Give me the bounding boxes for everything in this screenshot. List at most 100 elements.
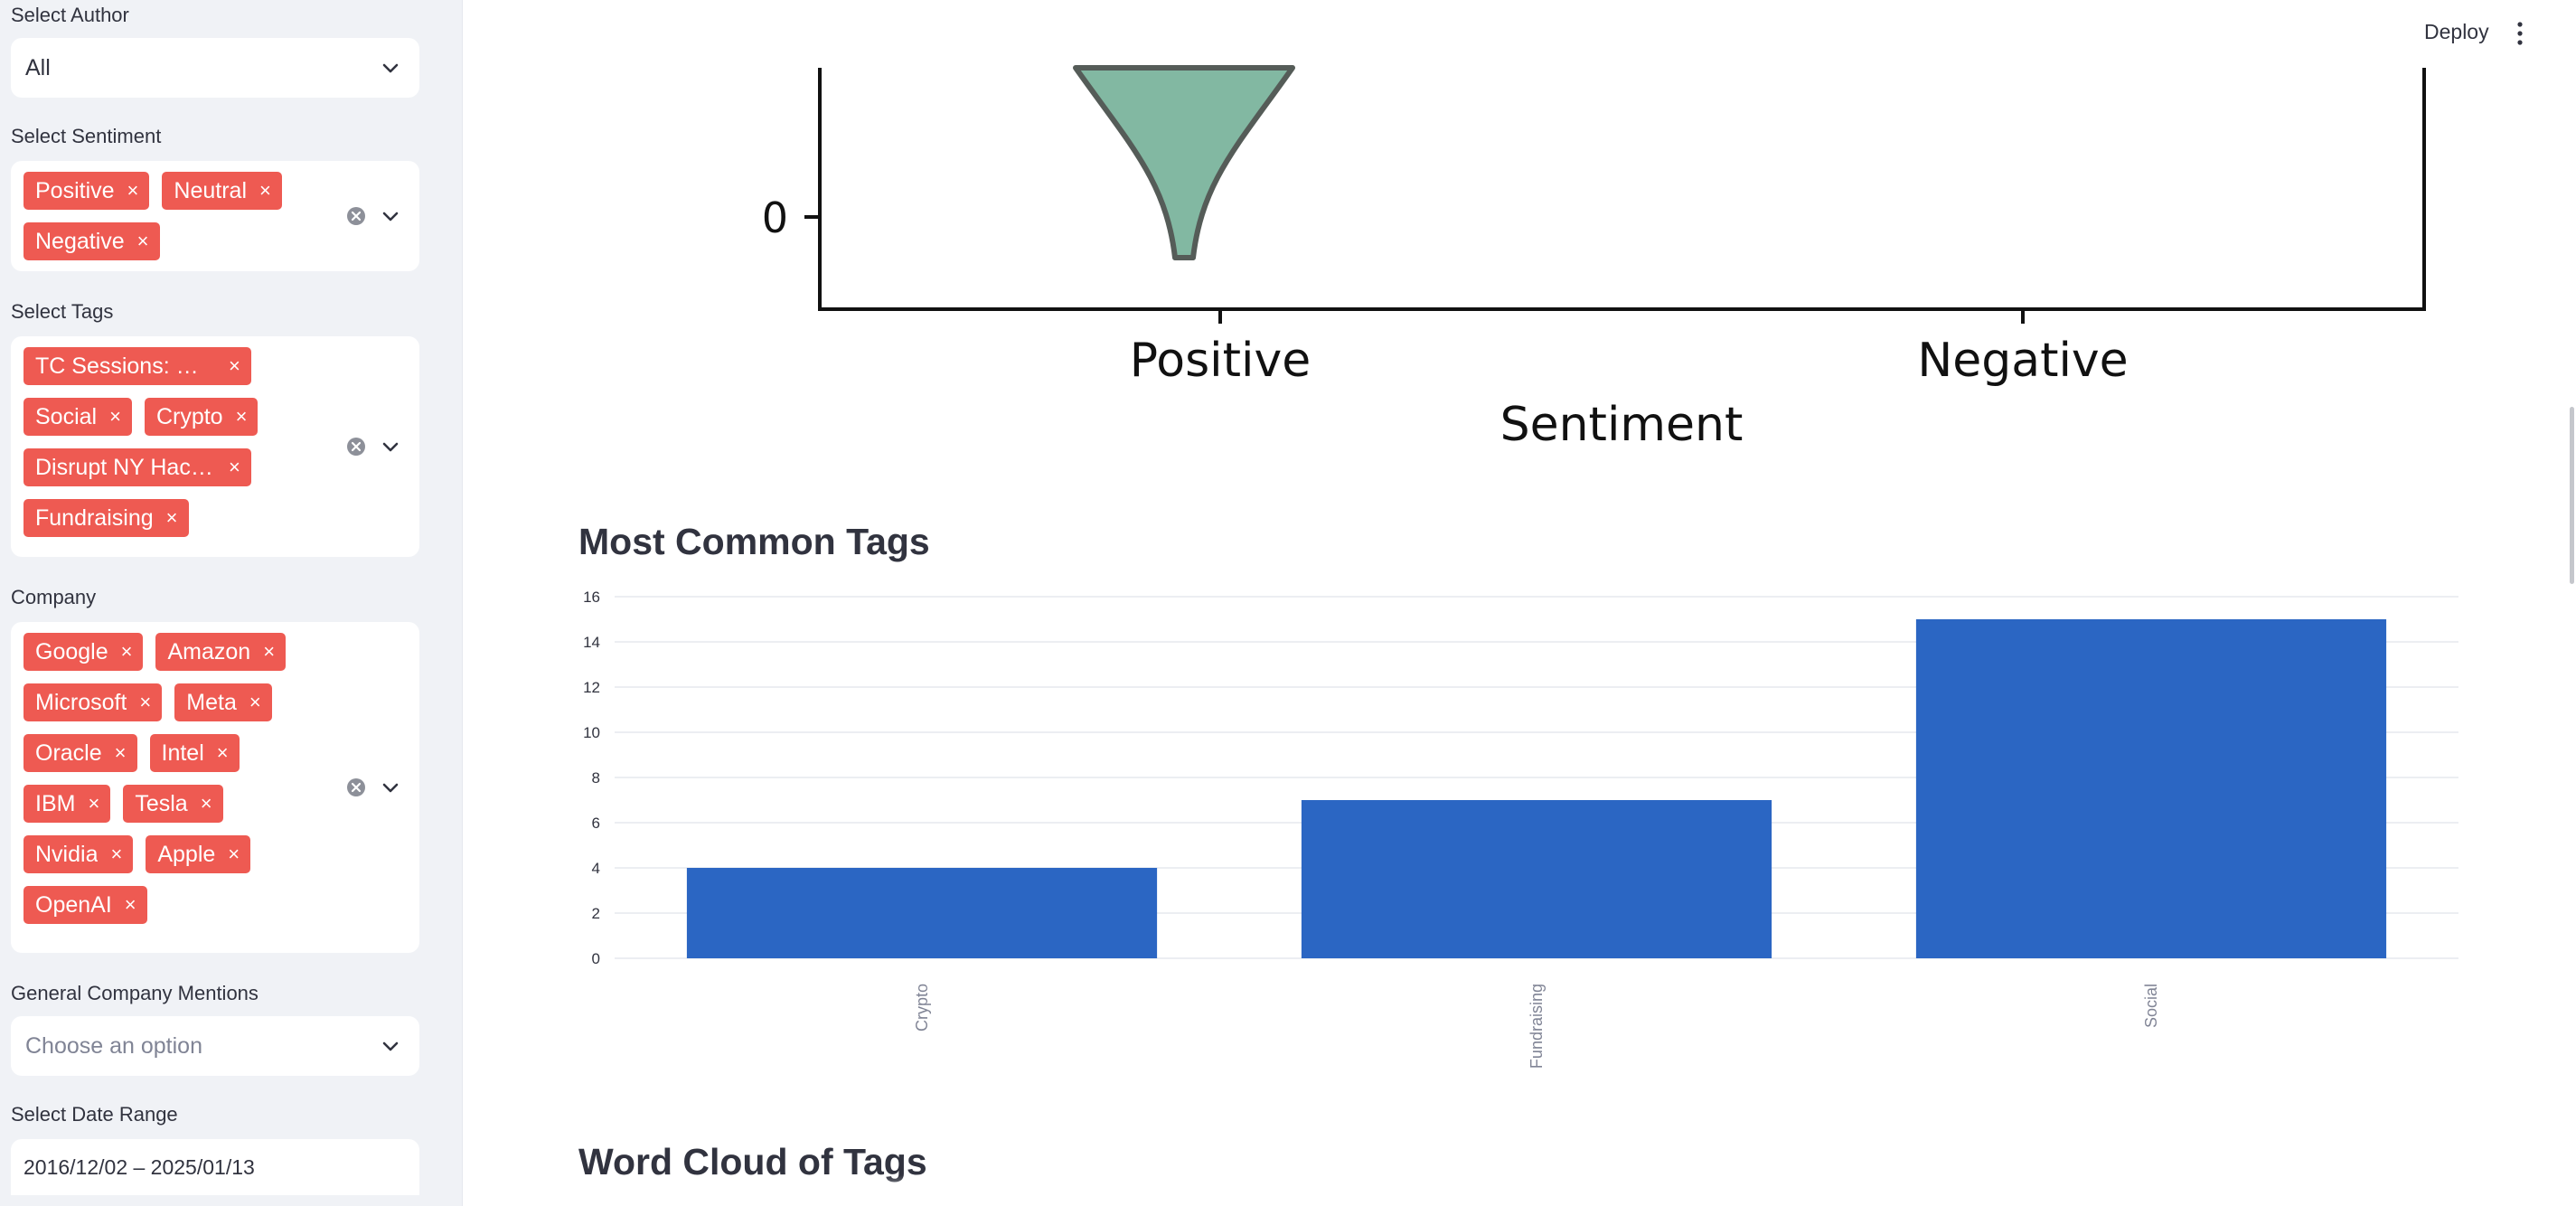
selected-tag-label: Fundraising [35,504,154,531]
selected-tag: Oracle × [24,734,137,772]
page-scrollbar[interactable] [2570,407,2574,584]
remove-tag-icon[interactable]: × [200,792,212,815]
remove-tag-icon[interactable]: × [120,640,133,663]
sentiment-violin-plot: 0 Positive Negative Sentiment [762,65,2426,452]
x-tick-label: Fundraising [1528,984,1546,1069]
selected-tag-label: Oracle [35,740,102,766]
company-tag-list: Google × Amazon × Microsoft × Meta × Oracle × Inte… [24,633,331,924]
remove-tag-icon[interactable]: × [229,354,240,377]
general-company-mentions-label: General Company Mentions [11,982,259,1004]
select-sentiment-label: Select Sentiment [11,125,162,147]
selected-tag: Apple × [146,835,251,873]
selected-tag: Negative × [24,222,160,260]
remove-tag-icon[interactable]: × [263,640,276,663]
select-date-range-label: Select Date Range [11,1103,178,1126]
selected-tag-label: Google [35,638,108,664]
sentiment-tag-list: Positive × Neutral × Negative × [24,172,331,260]
selected-tag: IBM × [24,785,111,823]
selected-tag-label: Amazon [167,638,251,664]
y-tick-label: 8 [592,769,600,787]
general-company-mentions-placeholder: Choose an option [25,1032,202,1059]
select-author-dropdown[interactable]: All [11,38,419,98]
x-tick-label: Social [2142,984,2160,1028]
y-tick-label: 6 [592,815,600,832]
y-tick-label: 14 [583,634,600,651]
violin-positive-body [1073,65,1295,260]
clear-all-icon[interactable] [345,205,367,227]
selected-tag: Google × [24,633,144,671]
x-tick-label: Crypto [913,984,931,1032]
tags-tag-list: TC Sessions: Mo… × Social × Crypto × Disrupt N… [24,347,331,537]
selected-tag: Nvidia × [24,835,134,873]
selected-tag-label: Microsoft [35,689,127,715]
violin-xtick-label: Negative [1917,334,2128,388]
select-author-value: All [25,54,51,80]
chevron-down-icon[interactable] [380,57,401,79]
selected-tag-label: Meta [186,689,237,715]
bar-social [1915,619,2387,958]
selected-tag-label: Disrupt NY Hack… [35,454,216,480]
selected-tag-label: Crypto [155,403,223,429]
remove-tag-icon[interactable]: × [165,506,178,529]
y-tick-label: 10 [583,724,600,741]
remove-tag-icon[interactable]: × [229,456,240,478]
y-tick-label: 16 [583,589,600,606]
date-range-input[interactable]: 2016/12/02 – 2025/01/13 [11,1139,419,1195]
remove-tag-icon[interactable]: × [216,741,229,764]
chevron-down-icon[interactable] [380,777,401,798]
company-label: Company [11,586,97,608]
selected-tag: Meta × [174,683,272,721]
select-sentiment-multiselect[interactable]: Positive × Neutral × Negative × [11,161,419,271]
remove-tag-icon[interactable]: × [114,741,127,764]
selected-tag: Microsoft × [24,683,163,721]
select-tags-multiselect[interactable]: TC Sessions: Mo… × Social × Crypto × Disrupt N… [11,336,419,557]
selected-tag-label: Nvidia [35,841,99,867]
date-range-value: 2016/12/02 – 2025/01/13 [24,1154,255,1179]
selected-tag: Amazon × [155,633,287,671]
selected-tag-label: IBM [35,790,76,816]
selected-tag: Positive × [24,172,150,210]
selected-tag: Disrupt NY Hack… × [24,448,251,486]
violin-xaxis-label: Sentiment [1500,398,1744,452]
remove-tag-icon[interactable]: × [109,405,121,428]
chevron-down-icon[interactable] [380,436,401,457]
y-tick-label: 2 [592,905,600,922]
remove-tag-icon[interactable]: × [88,792,100,815]
deploy-button[interactable]: Deploy [2424,20,2489,43]
company-multiselect[interactable]: Google × Amazon × Microsoft × Meta × Oracle × Inte… [11,622,419,953]
remove-tag-icon[interactable]: × [124,893,136,916]
y-tick-label: 4 [592,860,600,877]
selected-tag: Intel × [149,734,240,772]
remove-tag-icon[interactable]: × [127,179,139,202]
most-common-tags-bar-chart: 0 2 4 6 8 10 12 14 16 Crypto Fundraising Social [583,589,2458,1069]
vertical-ellipsis-icon[interactable] [2515,20,2525,47]
chevron-down-icon[interactable] [380,1035,401,1057]
selected-tag: Fundraising × [24,499,189,537]
bottom-fade [463,1175,2576,1206]
bar-crypto [686,868,1158,958]
general-company-mentions-dropdown[interactable]: Choose an option [11,1016,419,1076]
selected-tag-label: Intel [161,740,204,766]
selected-tag-label: Negative [35,228,125,254]
remove-tag-icon[interactable]: × [235,405,248,428]
remove-tag-icon[interactable]: × [228,843,240,865]
remove-tag-icon[interactable]: × [259,179,271,202]
remove-tag-icon[interactable]: × [110,843,123,865]
clear-all-icon[interactable] [345,777,367,798]
remove-tag-icon[interactable]: × [136,230,149,252]
selected-tag-label: Tesla [135,790,188,816]
selected-tag: Neutral × [162,172,282,210]
remove-tag-icon[interactable]: × [249,691,261,713]
y-tick-label: 0 [592,950,600,967]
select-author-label: Select Author [11,4,129,26]
bar-fundraising [1301,800,1772,958]
clear-all-icon[interactable] [345,436,367,457]
selected-tag: Crypto × [144,398,259,436]
chevron-down-icon[interactable] [380,205,401,227]
violin-xtick-label: Positive [1130,334,1311,388]
selected-tag-label: Social [35,403,98,429]
select-tags-label: Select Tags [11,300,114,323]
remove-tag-icon[interactable]: × [139,691,152,713]
y-tick-label: 12 [583,679,600,696]
